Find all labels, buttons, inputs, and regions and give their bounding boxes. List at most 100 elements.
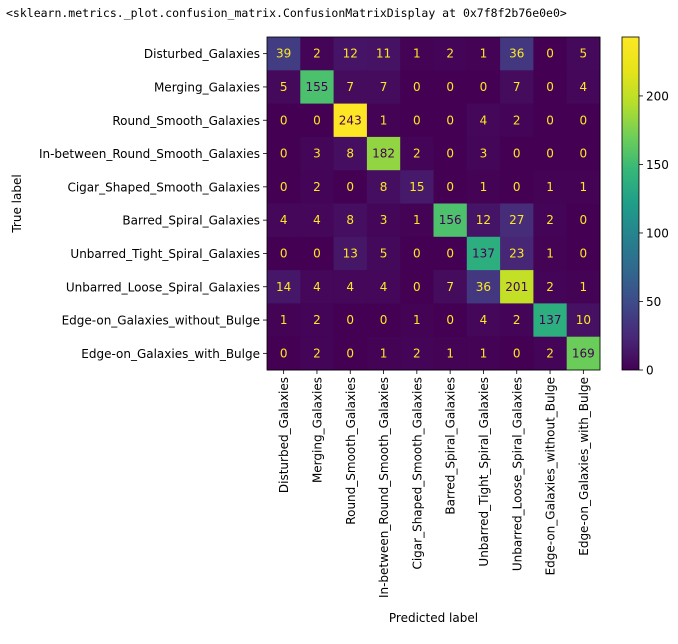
cell-value-label: 1 bbox=[580, 280, 588, 294]
heatmap-cell bbox=[333, 170, 368, 204]
cell-value-label: 27 bbox=[509, 213, 524, 227]
heatmap-cell bbox=[267, 103, 301, 138]
cell-value-label: 4 bbox=[480, 313, 488, 327]
cell-value-label: 1 bbox=[413, 47, 421, 61]
heatmap-cell bbox=[366, 103, 401, 138]
heatmap-cell bbox=[400, 236, 434, 271]
heatmap-cell bbox=[566, 236, 601, 271]
cell-value-label: 7 bbox=[380, 80, 388, 94]
heatmap-cell bbox=[500, 303, 534, 338]
cell-value-label: 0 bbox=[580, 213, 588, 227]
cell-value-label: 0 bbox=[513, 180, 521, 194]
heatmap-cell bbox=[466, 203, 501, 238]
heatmap-cell bbox=[400, 270, 434, 304]
cell-value-label: 1 bbox=[280, 313, 288, 327]
cell-value-label: 7 bbox=[513, 80, 521, 94]
cell-value-label: 2 bbox=[513, 313, 521, 327]
cell-value-label: 2 bbox=[413, 346, 421, 360]
heatmap-cell bbox=[466, 70, 501, 104]
heatmap-cell bbox=[300, 70, 334, 104]
heatmap-cell bbox=[333, 103, 368, 138]
output-repr-text: <sklearn.metrics._plot.confusion_matrix.… bbox=[6, 6, 567, 20]
cell-value-label: 0 bbox=[480, 80, 488, 94]
x-tick-label: Merging_Galaxies bbox=[310, 377, 324, 483]
heatmap-cell bbox=[533, 70, 568, 104]
x-tick-label: Edge-on_Galaxies_without_Bulge bbox=[544, 377, 558, 575]
colorbar-tick-label: 200 bbox=[646, 89, 669, 103]
cell-value-label: 36 bbox=[476, 280, 491, 294]
y-tick-label: In-between_Round_Smooth_Galaxies bbox=[39, 147, 260, 161]
plot-frame bbox=[266, 36, 601, 371]
cell-value-label: 0 bbox=[280, 346, 288, 360]
cell-value-label: 1 bbox=[446, 346, 454, 360]
heatmap-cell bbox=[267, 336, 301, 371]
heatmap-cell bbox=[366, 70, 401, 104]
colorbar-tick-label: 50 bbox=[646, 295, 661, 309]
heatmap-cell bbox=[400, 70, 434, 104]
cell-value-label: 1 bbox=[480, 180, 488, 194]
heatmap-cell bbox=[333, 303, 368, 338]
cell-value-label: 7 bbox=[346, 80, 354, 94]
heatmap-cell bbox=[333, 236, 368, 271]
heatmap-cell bbox=[533, 103, 568, 138]
heatmap-cell bbox=[300, 170, 334, 204]
heatmap-cell bbox=[466, 37, 501, 71]
colorbar-tick-label: 100 bbox=[646, 226, 669, 240]
heatmap-cell bbox=[333, 203, 368, 238]
y-tick-label: Unbarred_Tight_Spiral_Galaxies bbox=[70, 247, 260, 261]
x-axis-ticks: Disturbed_Galaxies Merging_Galaxies Round_… bbox=[277, 370, 591, 598]
heatmap-cells bbox=[266, 36, 601, 371]
heatmap-cell bbox=[433, 203, 468, 238]
cell-value-label: 7 bbox=[446, 280, 454, 294]
cell-value-label: 2 bbox=[313, 180, 321, 194]
heatmap-cell bbox=[366, 236, 401, 271]
heatmap-cell bbox=[466, 336, 501, 371]
heatmap-cell bbox=[533, 236, 568, 271]
heatmap-cell bbox=[533, 270, 568, 304]
heatmap-cell bbox=[500, 37, 534, 71]
cell-value-label: 0 bbox=[546, 47, 554, 61]
heatmap-cell bbox=[566, 336, 601, 371]
cell-value-label: 12 bbox=[476, 213, 491, 227]
cell-value-label: 0 bbox=[346, 346, 354, 360]
cell-value-label: 0 bbox=[346, 180, 354, 194]
cell-value-label: 1 bbox=[546, 246, 554, 260]
cell-value-label: 12 bbox=[343, 47, 358, 61]
heatmap-cell bbox=[333, 37, 368, 71]
cell-value-label: 5 bbox=[280, 80, 288, 94]
heatmap-cell bbox=[533, 37, 568, 71]
heatmap-cell bbox=[533, 170, 568, 204]
x-axis-label: Predicted label bbox=[389, 611, 478, 625]
cell-value-label: 4 bbox=[580, 80, 588, 94]
cell-value-label: 2 bbox=[513, 113, 521, 127]
heatmap-cell bbox=[466, 236, 501, 271]
cell-value-label: 1 bbox=[413, 313, 421, 327]
cell-value-label: 2 bbox=[313, 313, 321, 327]
cell-value-label: 1 bbox=[580, 180, 588, 194]
heatmap-cell bbox=[466, 303, 501, 338]
heatmap-cell bbox=[500, 70, 534, 104]
heatmap-cell bbox=[333, 336, 368, 371]
heatmap-cell bbox=[400, 170, 434, 204]
heatmap-cell bbox=[566, 70, 601, 104]
y-tick-label: Unbarred_Loose_Spiral_Galaxies bbox=[66, 280, 260, 294]
cell-value-label: 8 bbox=[346, 213, 354, 227]
heatmap-cell bbox=[366, 136, 401, 171]
cell-value-label: 0 bbox=[313, 246, 321, 260]
heatmap-cell bbox=[433, 136, 468, 171]
heatmap-cell bbox=[566, 37, 601, 71]
cell-value-label: 182 bbox=[372, 147, 395, 161]
heatmap-cell bbox=[300, 103, 334, 138]
cell-value-label: 11 bbox=[376, 47, 391, 61]
heatmap-cell bbox=[500, 336, 534, 371]
cell-value-label: 4 bbox=[380, 280, 388, 294]
heatmap-cell bbox=[500, 136, 534, 171]
x-tick-label: Disturbed_Galaxies bbox=[277, 377, 291, 493]
cell-value-label: 2 bbox=[313, 47, 321, 61]
heatmap-cell bbox=[300, 236, 334, 271]
cell-value-label: 3 bbox=[380, 213, 388, 227]
heatmap-cell bbox=[400, 203, 434, 238]
cell-value-label: 2 bbox=[546, 213, 554, 227]
cell-value-label: 3 bbox=[480, 147, 488, 161]
cell-value-label: 3 bbox=[313, 147, 321, 161]
